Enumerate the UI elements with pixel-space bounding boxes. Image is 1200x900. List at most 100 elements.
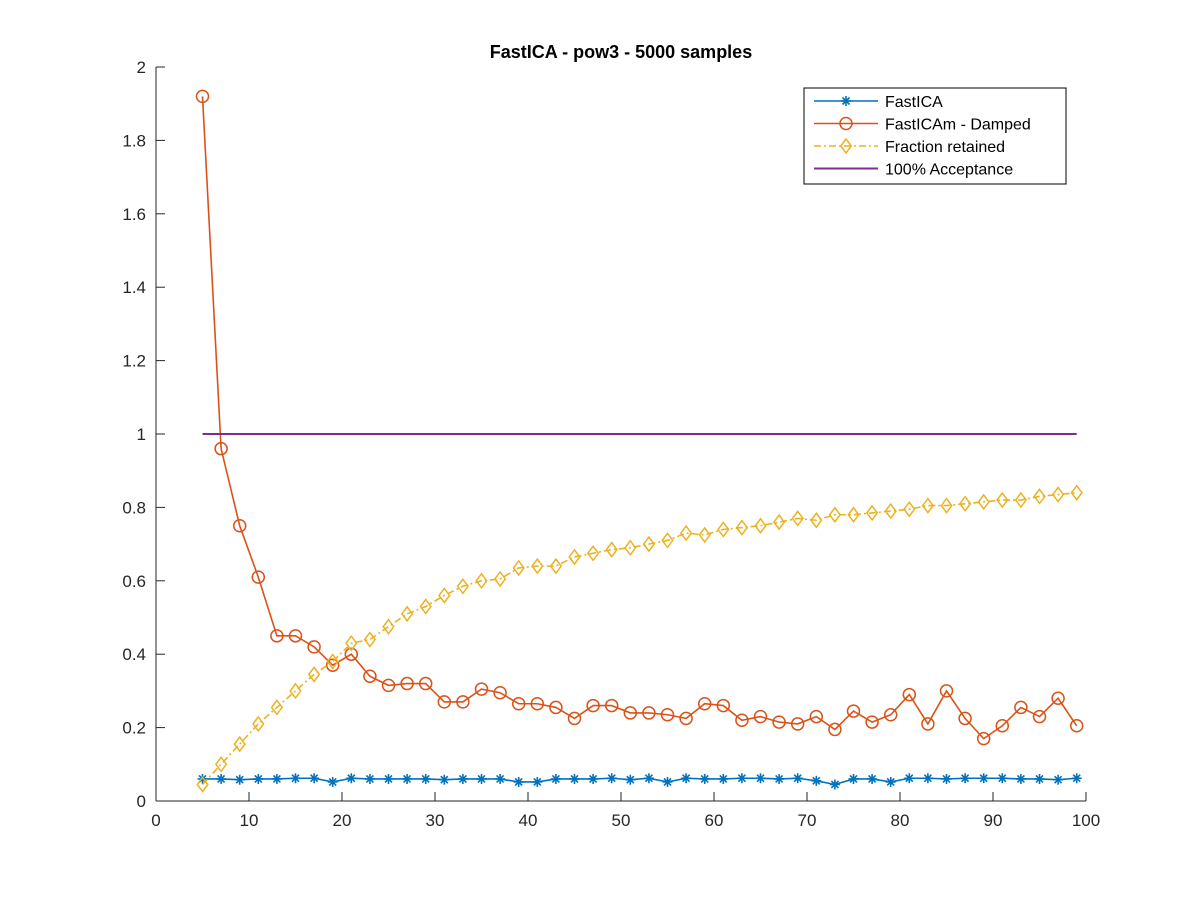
data-point <box>811 775 822 786</box>
data-point <box>698 526 711 544</box>
data-point <box>717 521 730 538</box>
data-point <box>884 502 897 520</box>
data-point <box>921 717 935 731</box>
chart-title: FastICA - pow3 - 5000 samples <box>490 42 752 62</box>
data-point <box>588 773 599 784</box>
data-point <box>289 682 302 700</box>
data-point <box>735 713 749 728</box>
data-point <box>252 715 265 733</box>
x-tick-label: 70 <box>798 811 817 830</box>
data-point <box>904 773 915 784</box>
x-tick-label: 40 <box>519 811 538 830</box>
legend-label: Fraction retained <box>885 139 1005 156</box>
data-point <box>699 773 710 784</box>
y-tick-label: 0.2 <box>122 719 146 738</box>
data-point <box>288 629 303 643</box>
data-point <box>755 773 766 784</box>
x-tick-label: 50 <box>612 811 631 830</box>
data-point <box>251 570 266 584</box>
data-point <box>736 773 747 784</box>
data-point <box>605 541 618 558</box>
data-point <box>253 773 264 784</box>
plot-area <box>195 89 1084 793</box>
data-point <box>754 517 767 534</box>
data-point <box>437 695 452 709</box>
data-point <box>344 647 359 661</box>
data-point <box>567 711 582 726</box>
data-point <box>345 634 358 652</box>
data-point <box>381 678 396 693</box>
data-point <box>419 598 432 615</box>
data-point <box>867 773 878 784</box>
data-point <box>922 773 933 784</box>
data-point <box>326 653 339 670</box>
data-point <box>939 684 954 698</box>
data-point <box>400 676 414 691</box>
data-point <box>216 773 227 784</box>
data-point <box>568 548 581 566</box>
data-point <box>625 774 636 785</box>
legend-item: FastICA <box>814 94 943 111</box>
x-tick-label: 90 <box>984 811 1003 830</box>
data-point <box>661 532 674 549</box>
data-point <box>1033 488 1046 505</box>
data-point <box>456 578 470 595</box>
data-point <box>549 700 563 715</box>
data-point <box>1014 700 1028 715</box>
data-point <box>271 773 282 784</box>
legend-marker <box>841 96 851 106</box>
data-point <box>976 731 991 746</box>
y-tick-label: 1.4 <box>122 278 146 297</box>
data-point <box>642 706 656 720</box>
data-point <box>978 773 989 784</box>
y-tick-label: 0.4 <box>122 645 146 664</box>
y-tick-label: 1.8 <box>122 131 146 150</box>
data-point <box>921 497 935 514</box>
data-point <box>364 773 375 784</box>
data-point <box>829 779 840 790</box>
series-0 <box>197 773 1082 790</box>
x-tick-label: 0 <box>151 811 160 830</box>
legend-label: FastICAm - Damped <box>885 117 1031 134</box>
data-point <box>232 519 247 533</box>
series-1 <box>195 89 1084 746</box>
data-point <box>214 441 228 456</box>
data-point <box>846 704 861 718</box>
data-point <box>476 773 487 784</box>
data-point <box>418 676 433 691</box>
y-tick-label: 0.6 <box>122 572 146 591</box>
data-point <box>902 687 917 702</box>
legend-item: Fraction retained <box>814 137 1005 156</box>
data-point <box>810 511 823 529</box>
data-point <box>735 519 749 536</box>
data-point <box>772 715 786 729</box>
data-point <box>234 774 245 785</box>
data-point <box>643 773 654 784</box>
x-tick-label: 30 <box>426 811 445 830</box>
data-point <box>662 776 673 787</box>
data-point <box>363 669 377 683</box>
data-point <box>681 773 692 784</box>
data-point <box>457 773 468 784</box>
data-point <box>513 776 524 787</box>
x-tick-label: 60 <box>705 811 724 830</box>
data-point <box>569 773 580 784</box>
data-point <box>679 524 693 542</box>
y-tick-label: 2 <box>137 58 146 77</box>
data-point <box>400 605 414 623</box>
y-tick-label: 0.8 <box>122 498 146 517</box>
data-point <box>586 698 600 713</box>
data-point <box>903 500 916 518</box>
data-point <box>995 719 1010 733</box>
legend-marker <box>839 137 853 155</box>
data-point <box>642 535 656 553</box>
legend-item: 100% Acceptance <box>814 162 1013 179</box>
data-point <box>604 698 619 713</box>
data-point <box>532 776 543 787</box>
data-point <box>195 89 210 104</box>
data-point <box>940 497 953 514</box>
data-point <box>549 557 563 575</box>
data-point <box>865 715 879 729</box>
data-point <box>792 773 803 784</box>
legend-item: FastICAm - Damped <box>814 117 1031 134</box>
